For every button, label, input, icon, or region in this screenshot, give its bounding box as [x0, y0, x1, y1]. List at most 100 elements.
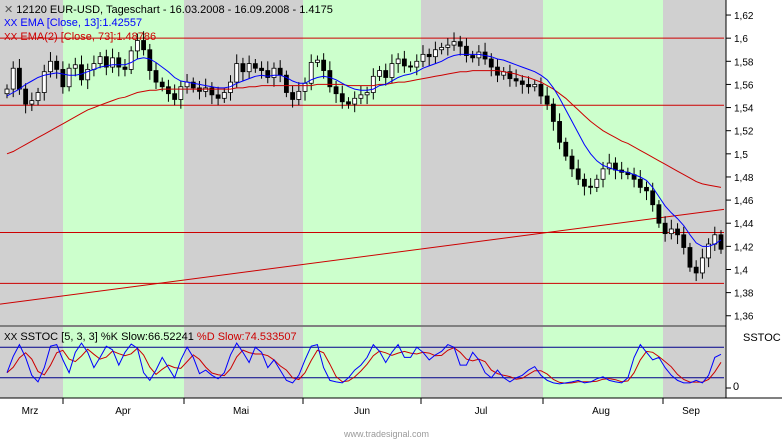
candle [718, 234, 724, 250]
stochastic-zero-label: 0 [733, 381, 740, 393]
candle [277, 67, 283, 76]
candle [29, 100, 35, 105]
candle [283, 74, 289, 93]
month-label: Mai [233, 406, 249, 417]
price-tick-label: 1,6 [734, 34, 748, 45]
candle [221, 92, 227, 99]
candle [582, 178, 587, 187]
candle [706, 243, 711, 259]
remove-icon[interactable]: ХХ [4, 32, 18, 43]
candle [10, 67, 16, 90]
candle [526, 84, 531, 88]
price-tick-label: 1,4 [734, 265, 748, 276]
candle [557, 121, 562, 143]
candle [190, 81, 196, 89]
candle [60, 68, 66, 88]
candle [563, 141, 569, 157]
price-axis: 1,62 1,6 1,58 1,56 1,54 1,52 1,5 1,48 1,46 1,44 1,… [0, 0, 782, 399]
candle [252, 63, 258, 69]
trendline [0, 208, 725, 305]
candle [451, 41, 457, 46]
candle [644, 186, 649, 192]
candle [457, 41, 463, 47]
candle [464, 45, 469, 56]
price-tick-label: 1,52 [734, 127, 754, 138]
candle [588, 185, 594, 188]
candle [681, 234, 687, 248]
candle [668, 228, 674, 235]
price-tick-label: 1,58 [734, 57, 754, 68]
cross-icon[interactable]: ✕ [4, 4, 14, 16]
month-label: Mrz [22, 406, 39, 417]
candle [296, 90, 302, 100]
candle [569, 155, 575, 170]
candle [259, 67, 264, 71]
candle [240, 63, 246, 73]
price-tick-label: 1,42 [734, 242, 754, 253]
candle [122, 66, 128, 70]
price-tick-label: 1,5 [734, 150, 748, 161]
month-label: Jun [354, 406, 370, 417]
price-axis-bg [726, 0, 782, 398]
month-label: Sep [682, 406, 700, 417]
candle [414, 60, 420, 68]
candle [85, 68, 91, 81]
candle [637, 178, 643, 188]
candle [197, 87, 202, 92]
horizontal-levels [0, 37, 725, 305]
price-tick-label: 1,44 [734, 219, 754, 230]
candle [209, 87, 215, 96]
candle [364, 92, 370, 96]
candle [389, 63, 395, 78]
candle [575, 168, 581, 180]
candle [246, 63, 252, 73]
candle [699, 257, 705, 274]
stoch-d-line [6, 347, 722, 384]
remove-icon[interactable]: ХХ [4, 332, 18, 343]
time-axis: Mrz Apr Mai Jun Jul Aug Sep [22, 398, 700, 417]
ema13-line [6, 53, 722, 247]
month-band-osc [663, 327, 726, 398]
candle [395, 58, 401, 65]
candle [606, 162, 612, 170]
ema-lines [6, 53, 722, 247]
candle [234, 63, 240, 83]
candle [110, 57, 115, 68]
candle [544, 95, 550, 105]
candle [662, 222, 668, 235]
month-band-osc [303, 327, 421, 398]
candle [339, 93, 345, 103]
candle [166, 86, 171, 95]
price-tick-label: 1,38 [734, 289, 754, 300]
candle [333, 86, 339, 95]
candle [488, 58, 494, 68]
candle [519, 80, 525, 85]
candle [134, 40, 140, 52]
candle [41, 71, 47, 93]
candle [103, 56, 109, 68]
candle [215, 94, 221, 99]
candle [401, 58, 407, 67]
candle [4, 88, 10, 95]
chart-title: ✕ 12120 EUR-USD, Tageschart - 16.03.2008… [4, 4, 333, 16]
candle [116, 57, 122, 68]
candle [426, 53, 432, 58]
candle [550, 103, 556, 122]
candle [594, 178, 600, 188]
candle [178, 86, 184, 100]
candle [290, 92, 296, 100]
ema13-legend[interactable]: ХХ EMA [Close, 13]:1.42557 [4, 17, 143, 29]
stochastic-title[interactable]: ХХ SSTOC [5, 3, 3] %K Slow:66.52241 %D S… [4, 331, 297, 343]
month-label: Aug [592, 406, 610, 417]
remove-icon[interactable]: ХХ [4, 18, 18, 29]
candle [128, 50, 134, 70]
candle [675, 228, 680, 236]
month-label: Apr [115, 406, 131, 417]
price-tick-label: 1,46 [734, 196, 754, 207]
candle [513, 78, 519, 82]
ema73-legend[interactable]: ХХ EMA(2) [Close, 73]:1.48786 [4, 31, 157, 43]
candle [97, 56, 103, 65]
candle [271, 67, 277, 78]
candle [72, 64, 78, 69]
